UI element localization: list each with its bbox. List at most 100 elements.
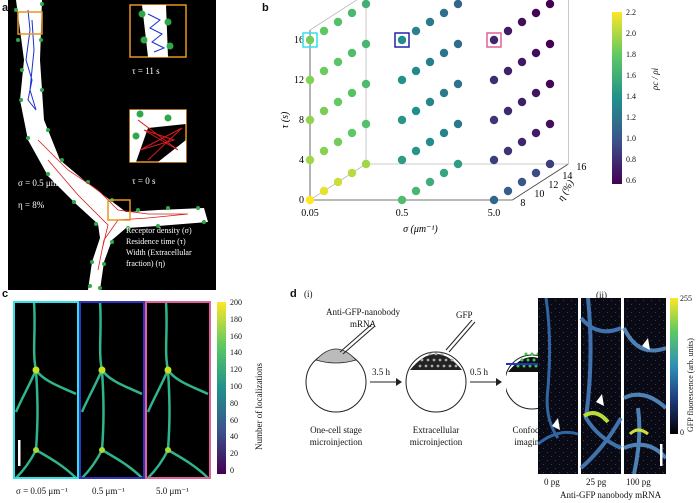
z-tick-label: 8	[520, 198, 525, 209]
panel-label-a: a	[2, 2, 9, 14]
scatter-point	[439, 128, 449, 138]
colorbar-tick: 1.0	[626, 134, 636, 143]
colorbar-d	[670, 298, 678, 434]
colorbar-tick: 1.6	[626, 71, 636, 80]
scatter-point	[489, 35, 499, 45]
panel-label-c: c	[2, 288, 9, 300]
scatter-point	[453, 0, 463, 9]
scatter-point	[347, 88, 357, 98]
scatter-point	[361, 159, 371, 169]
scatter-point	[411, 106, 421, 116]
scatter-point	[453, 119, 463, 129]
colorbar-tick: 2.2	[626, 8, 636, 17]
caption-sigma-005: σ = 0.05 μm⁻¹	[16, 486, 68, 496]
scatter-point	[333, 177, 343, 187]
scatter-point	[333, 57, 343, 67]
x-tick-label: 5.0	[488, 208, 501, 219]
highlight-box	[394, 32, 410, 48]
scatter-point	[531, 88, 541, 98]
embryo-schematic	[305, 320, 502, 413]
y-axis-label: τ (s)	[280, 111, 291, 128]
x-tick-label: 0.05	[301, 208, 319, 219]
gfp-label: GFP	[456, 310, 473, 320]
z-tick-label: 12	[548, 180, 558, 191]
step-confocal: Confocal imaging	[512, 425, 546, 447]
colorbar-tick: 1.8	[626, 50, 636, 59]
panel-label-d: d	[290, 288, 297, 300]
scatter-point	[397, 35, 407, 45]
colorbar-b-label: ρc / ρi	[650, 67, 660, 90]
time-0-5h: 0.5 h	[470, 367, 488, 377]
scatter-point	[411, 186, 421, 196]
scatter-point	[347, 128, 357, 138]
scatter-point	[319, 186, 329, 196]
tau-bottom-label: τ = 0 s	[132, 176, 156, 186]
scatter-point	[425, 17, 435, 27]
highlight-box	[302, 32, 318, 48]
scatter-point	[425, 97, 435, 107]
y-tick-label: 8	[299, 115, 304, 126]
colorbar-tick: 0.8	[626, 155, 636, 164]
colorbar-tick: 180	[230, 314, 242, 324]
scatter-point	[305, 195, 315, 205]
z-tick-label: 14	[562, 171, 572, 182]
scatter-point	[531, 128, 541, 138]
scatter-point	[397, 155, 407, 165]
scatter-point	[361, 119, 371, 129]
time-3-5h: 3.5 h	[372, 367, 390, 377]
scatter-point	[333, 137, 343, 147]
scatter-point	[439, 168, 449, 178]
dose-25pg: 25 pg	[586, 477, 607, 487]
scatter-point	[347, 168, 357, 178]
x-tick-label: 0.5	[396, 208, 409, 219]
scatter-point	[425, 137, 435, 147]
colorbar-tick: 160	[230, 331, 242, 341]
scatter-point	[517, 57, 527, 67]
scatter-point	[489, 75, 499, 85]
scatter-point	[531, 8, 541, 18]
scatter-point	[503, 26, 513, 36]
highlight-box	[486, 32, 502, 48]
scatter-point	[305, 35, 315, 45]
scatter-point	[411, 26, 421, 36]
colorbar-d-label: GFP fluorescence (arb. units)	[686, 338, 695, 432]
colorbar-c-ticks: 200 180 160 140 120 100 80 60 40 20 0	[230, 298, 254, 478]
colorbar-tick: 140	[230, 348, 242, 358]
scatter-point	[489, 155, 499, 165]
colorbar-tick: 200	[230, 298, 242, 307]
panel-a-micrograph	[8, 0, 216, 290]
scatter-point	[517, 17, 527, 27]
y-tick-label: 4	[299, 155, 304, 166]
scatter-point	[517, 97, 527, 107]
sub-label-i: (i)	[304, 289, 313, 299]
z-axis-label: η (%)	[556, 178, 577, 204]
parameter-legend: Receptor density (σ) Residence time (τ) …	[126, 226, 192, 268]
eta-label: η = 8%	[18, 200, 45, 210]
colorbar-tick: 20	[230, 449, 238, 459]
scatter-point	[545, 0, 555, 9]
scatter-point	[489, 195, 499, 205]
colorbar-tick: 40	[230, 432, 238, 442]
colorbar-tick: 2.0	[626, 29, 636, 38]
sigma-label: σ = 0.5 μm⁻¹	[18, 178, 66, 188]
sub-label-ii: (ii)	[596, 290, 607, 300]
scatter-point	[545, 79, 555, 89]
scatter-point	[517, 137, 527, 147]
y-tick-label: 16	[294, 35, 304, 46]
scatter-point	[347, 8, 357, 18]
scatter-point	[503, 66, 513, 76]
y-tick-label: 0	[299, 195, 304, 206]
colorbar-tick: 1.4	[626, 92, 636, 101]
tau-top-label: τ = 11 s	[132, 66, 160, 76]
scatter-point	[361, 79, 371, 89]
scatter-point	[531, 48, 541, 58]
scatter-point	[305, 115, 315, 125]
scatter-point	[305, 75, 315, 85]
z-tick-label: 10	[534, 189, 544, 200]
colorbar-c	[217, 302, 226, 474]
scatter-point	[517, 177, 527, 187]
scatter-point	[489, 115, 499, 125]
step-extracellular: Extracellular microinjection	[409, 425, 463, 447]
scatter-point	[503, 106, 513, 116]
scatter-point	[545, 119, 555, 129]
